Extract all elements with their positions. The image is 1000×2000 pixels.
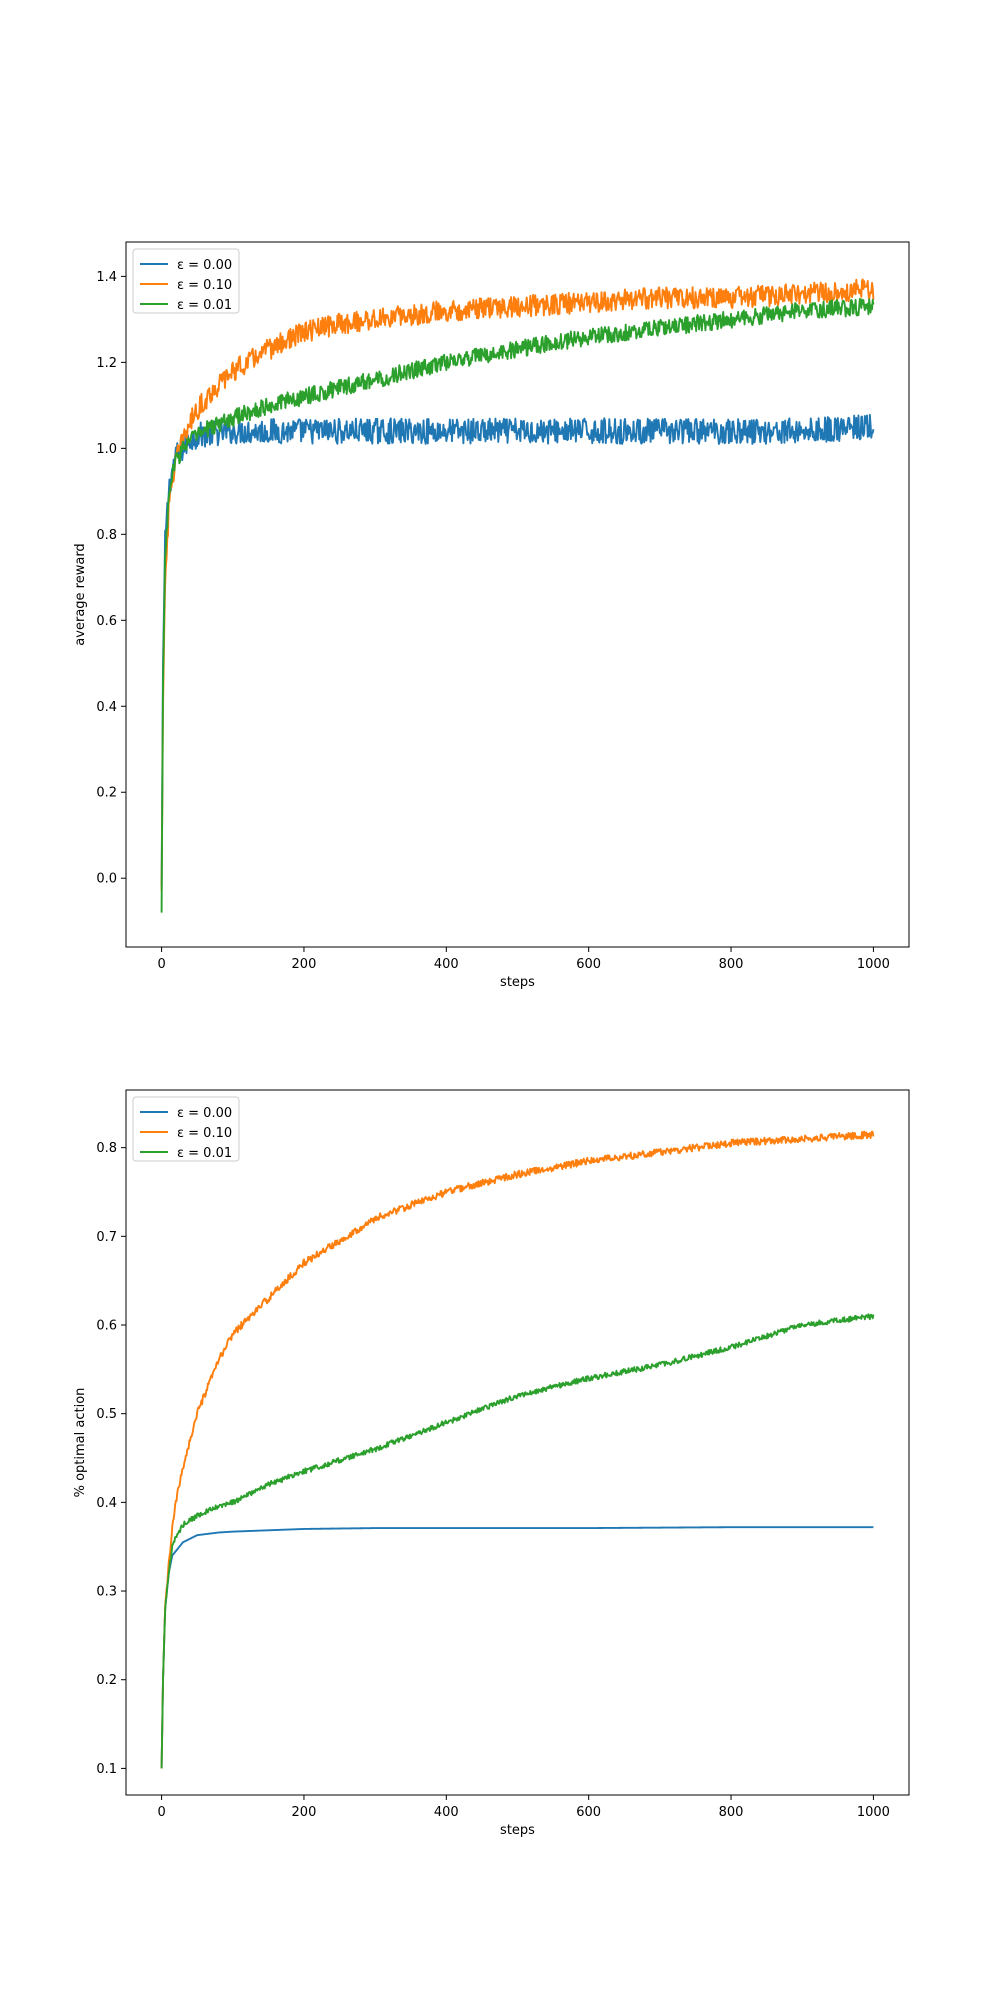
- legend-label: ε = 0.10: [177, 278, 232, 293]
- y-tick-label: 0.8: [96, 528, 117, 543]
- y-tick-label: 0.4: [96, 700, 117, 715]
- x-tick-label: 200: [292, 1805, 317, 1820]
- y-tick-label: 1.4: [96, 270, 117, 285]
- x-tick-label: 0: [157, 957, 165, 972]
- series-line: [160, 1526, 874, 1769]
- legend-label: ε = 0.10: [177, 1126, 232, 1141]
- y-tick-label: 0.7: [96, 1230, 117, 1245]
- y-tick-label: 0.1: [96, 1762, 117, 1777]
- x-tick-label: 800: [719, 1805, 744, 1820]
- legend: ε = 0.00 ε = 0.10 ε = 0.01: [132, 248, 240, 314]
- series-line: [160, 278, 875, 892]
- y-tick-label: 0.6: [96, 614, 117, 629]
- x-tick-label: 1000: [857, 957, 890, 972]
- legend-label: ε = 0.01: [177, 1146, 232, 1161]
- x-tick-label: 1000: [857, 1805, 890, 1820]
- y-tick-label: 0.4: [96, 1496, 117, 1511]
- y-tick-label: 0.5: [96, 1407, 117, 1422]
- y-axis-label: average reward: [73, 543, 88, 645]
- series-line: [160, 1130, 875, 1769]
- x-tick-label: 400: [434, 957, 459, 972]
- x-tick-label: 200: [292, 957, 317, 972]
- x-tick-label: 0: [157, 1805, 165, 1820]
- legend-label: ε = 0.01: [177, 298, 232, 313]
- x-tick-label: 800: [719, 957, 744, 972]
- y-tick-label: 0.6: [96, 1319, 117, 1334]
- x-tick-label: 400: [434, 1805, 459, 1820]
- y-tick-label: 0.2: [96, 786, 117, 801]
- y-tick-label: 1.0: [96, 442, 117, 457]
- x-tick-label: 600: [576, 1805, 601, 1820]
- x-axis-label: steps: [500, 975, 535, 990]
- plot-frame: [125, 1089, 910, 1796]
- optimal-action-chart: 0 200 400 600 800 1000 0.1 0.2 0.3 0.4 0.5 0.6 0.7 0.…: [73, 1089, 910, 1838]
- series-line: [160, 1313, 875, 1769]
- series-line: [160, 413, 875, 887]
- y-tick-label: 0.2: [96, 1673, 117, 1688]
- y-tick-label: 0.0: [96, 872, 117, 887]
- y-axis-label: % optimal action: [73, 1388, 88, 1498]
- x-tick-label: 600: [576, 957, 601, 972]
- y-tick-label: 1.2: [96, 356, 117, 371]
- plot-frame: [125, 241, 910, 948]
- y-tick-label: 0.3: [96, 1585, 117, 1600]
- legend-label: ε = 0.00: [177, 1106, 232, 1121]
- y-tick-label: 0.8: [96, 1141, 117, 1156]
- legend: ε = 0.00 ε = 0.10 ε = 0.01: [132, 1096, 240, 1162]
- legend-label: ε = 0.00: [177, 258, 232, 273]
- x-axis-label: steps: [500, 1823, 535, 1838]
- average-reward-chart: 0 200 400 600 800 1000 0.0 0.2 0.4 0.6 0.8 1.0 1.2 1.…: [73, 241, 910, 990]
- series-line: [160, 297, 875, 913]
